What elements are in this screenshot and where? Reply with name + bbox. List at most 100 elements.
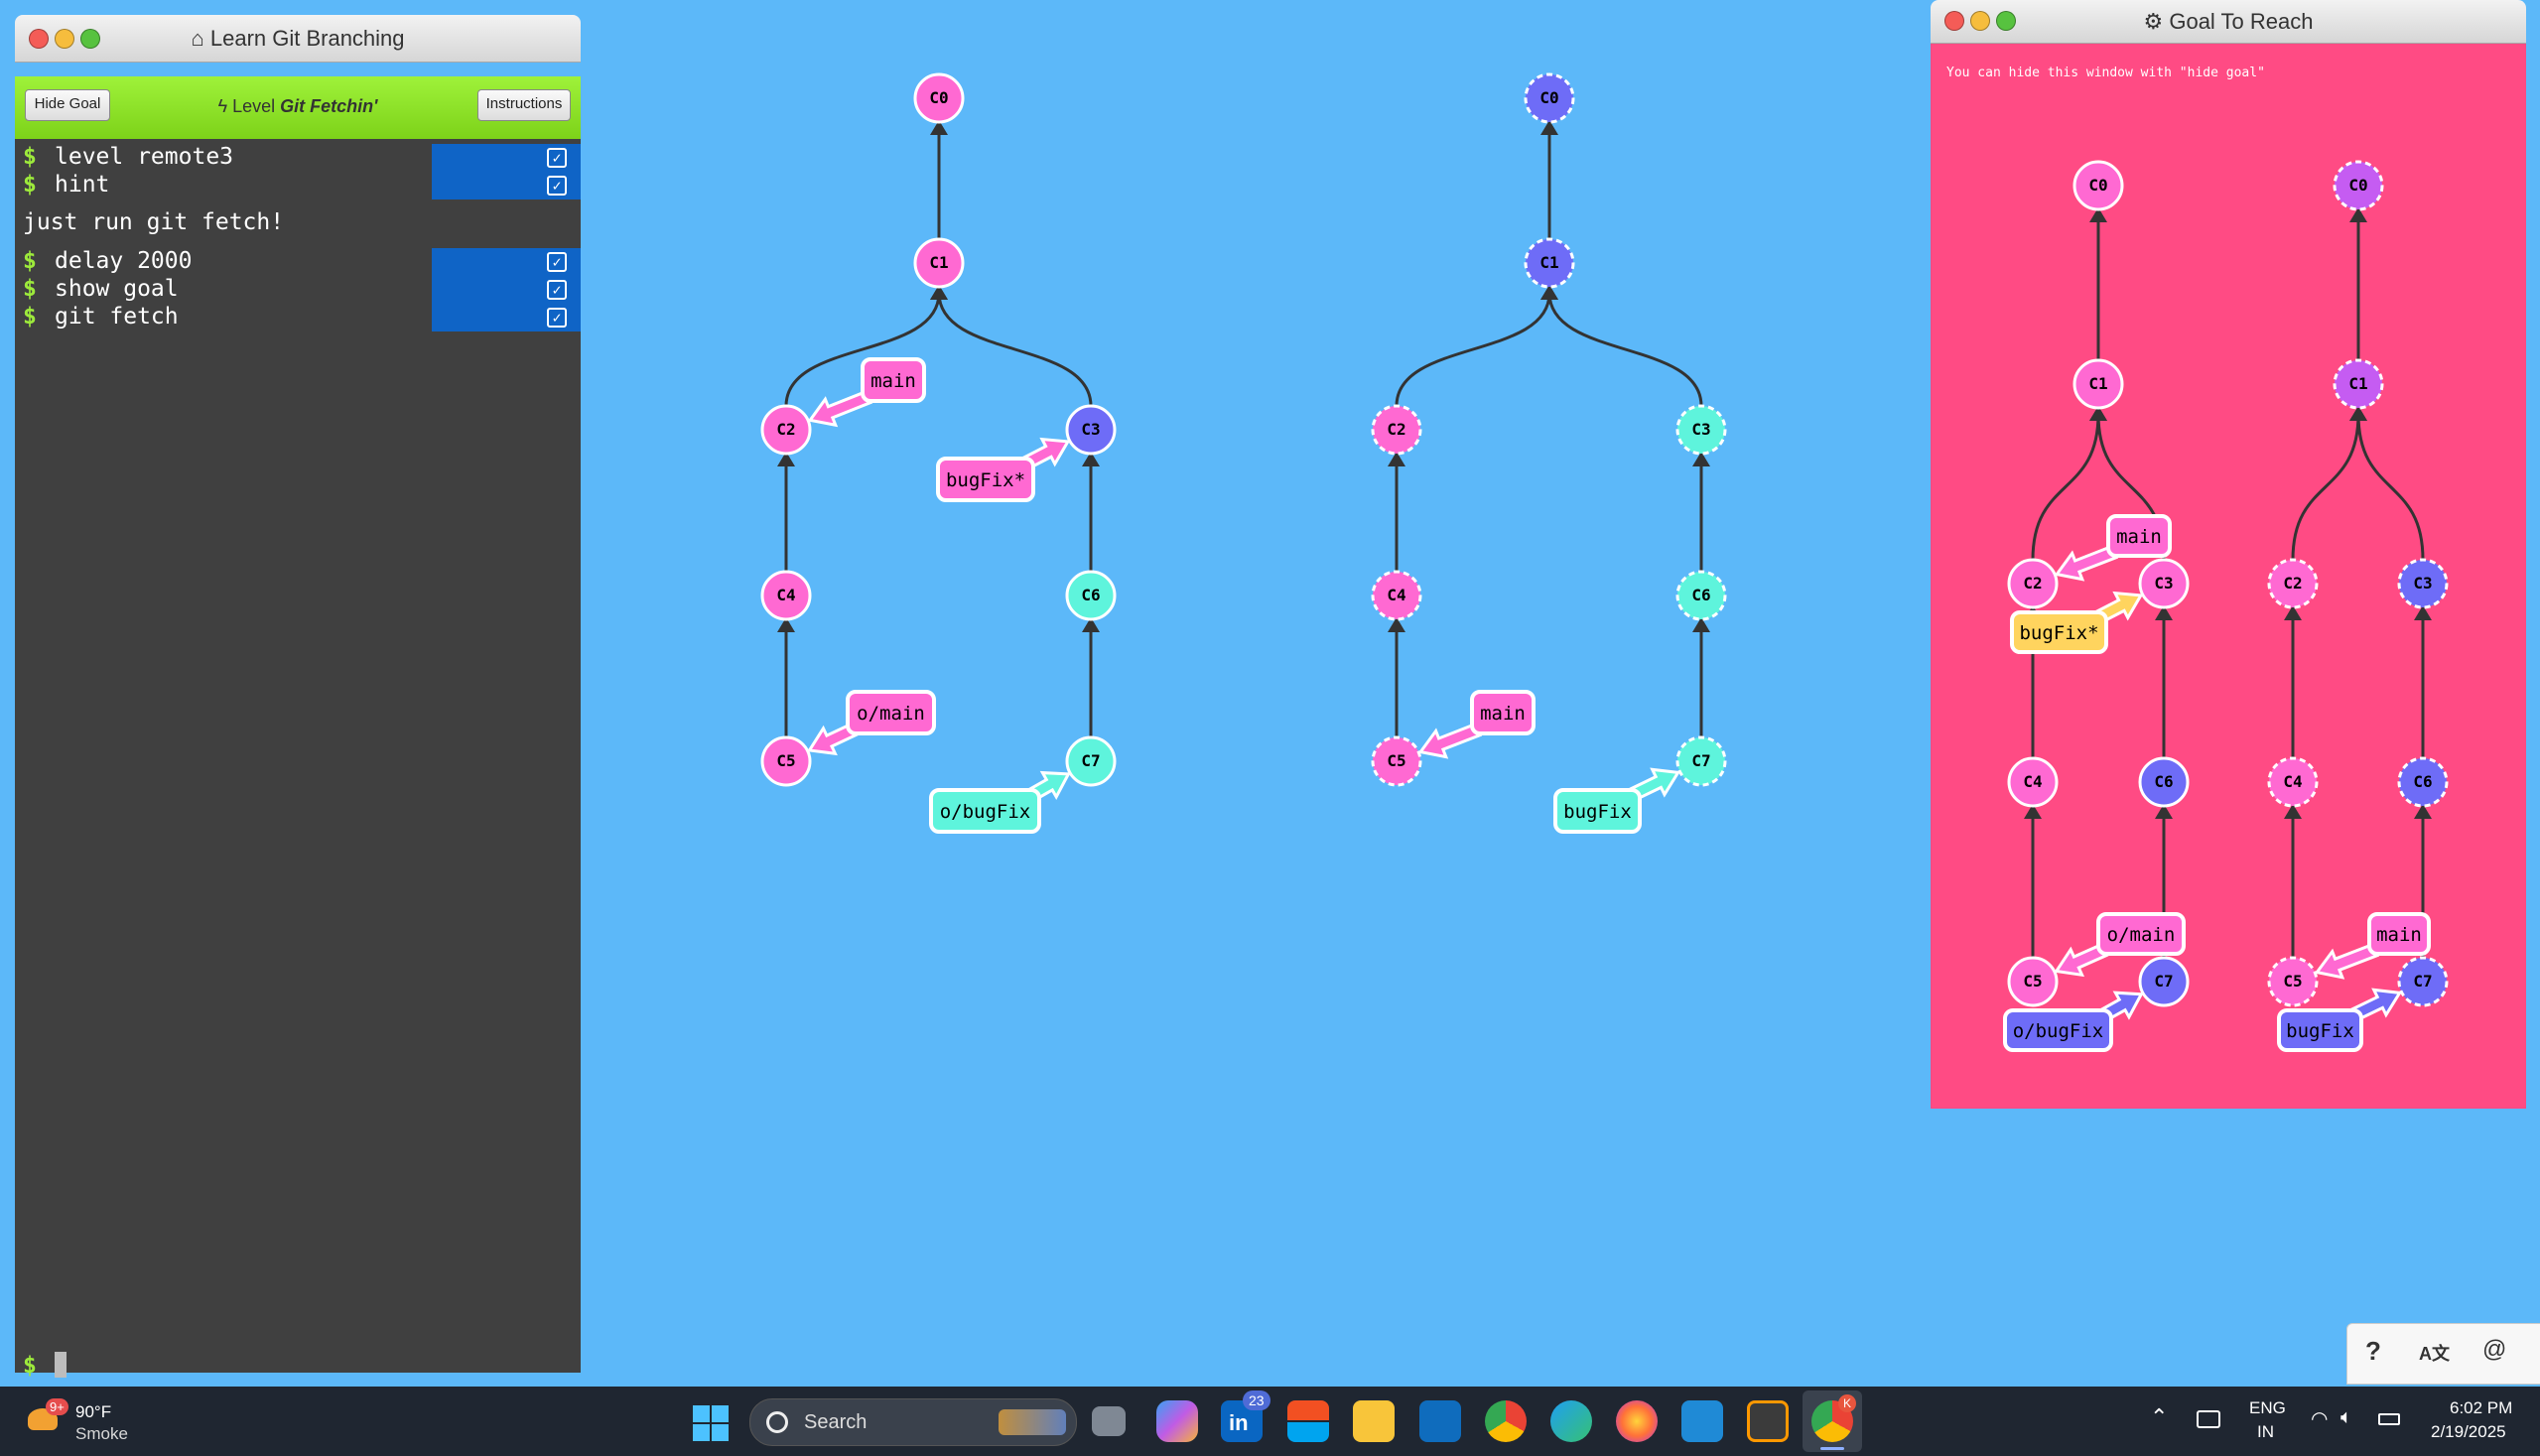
firefox-icon[interactable] <box>1616 1400 1658 1442</box>
goal-minimize-button[interactable] <box>1970 11 1990 31</box>
file-explorer-icon[interactable] <box>1353 1400 1395 1442</box>
prompt-symbol: $ <box>23 248 37 274</box>
minimize-button[interactable] <box>55 29 74 49</box>
branch-label-box <box>861 357 926 403</box>
level-name: Git Fetchin' <box>280 96 378 116</box>
branch-label: o/main <box>857 703 925 725</box>
close-button[interactable] <box>29 29 49 49</box>
windows-start-icon[interactable] <box>693 1405 729 1441</box>
branch-pointer-arrow-icon <box>1027 770 1071 802</box>
commit-id: C5 <box>1387 751 1405 770</box>
git-visualization: main bugFix* o/main o/bugFix C0 C1 C2 C3 C4 C6 C5 C… <box>760 72 1727 834</box>
terminal[interactable]: $ level remote3 ✓ $ hint ✓ just run git fetch… <box>15 139 581 1379</box>
goal-window-titlebar[interactable]: ⚙ Goal To Reach <box>1931 0 2526 44</box>
commit-id: C3 <box>1691 420 1710 439</box>
search-box[interactable]: Search <box>749 1398 1077 1446</box>
language-indicator-top[interactable]: ENG <box>2249 1398 2286 1417</box>
commit-node[interactable] <box>1371 735 1422 787</box>
search-placeholder: Search <box>804 1411 868 1433</box>
clock-date[interactable]: 2/19/2025 <box>2431 1422 2506 1441</box>
taskbar: 9+ 90°F Smoke Search in 23 K ⌃ ENG IN ◠ … <box>0 1387 2540 1456</box>
commit-id: C0 <box>929 88 948 107</box>
branch-pointer-arrow-icon <box>1022 437 1071 470</box>
store-icon[interactable] <box>1287 1400 1329 1442</box>
commit-id: C4 <box>1387 586 1405 604</box>
branch-label-box <box>1470 690 1536 735</box>
commit-node[interactable] <box>760 570 812 621</box>
commit-edge <box>1395 292 1551 407</box>
commit-node[interactable] <box>1065 570 1117 621</box>
copilot-icon[interactable] <box>1156 1400 1198 1442</box>
clock-time[interactable]: 6:02 PM <box>2450 1398 2513 1417</box>
commit-node[interactable] <box>760 735 812 787</box>
command-entry: $ level remote3 ✓ <box>15 144 581 172</box>
commit-node[interactable] <box>1524 237 1575 289</box>
show-hidden-icons-icon[interactable]: ⌃ <box>2150 1404 2169 1429</box>
volume-muted-icon[interactable]: 🔈︎ <box>2340 1406 2352 1428</box>
commit-node[interactable] <box>913 237 965 289</box>
prompt-symbol: $ <box>23 304 37 330</box>
hide-goal-button[interactable]: Hide Goal <box>25 89 110 121</box>
commit-id: C7 <box>1691 751 1710 770</box>
command-entry: $ hint ✓ <box>15 172 581 199</box>
battery-icon[interactable] <box>2378 1413 2400 1425</box>
task-view-icon[interactable] <box>1092 1406 1126 1436</box>
commit-id: C2 <box>1387 420 1405 439</box>
tablet-mode-icon[interactable] <box>2197 1410 2220 1428</box>
commit-node[interactable] <box>1065 735 1117 787</box>
commit-id: C7 <box>1081 751 1100 770</box>
command-status: ✓ <box>432 304 581 331</box>
help-button[interactable]: ? <box>2365 1336 2381 1366</box>
linkedin-icon[interactable]: in 23 <box>1221 1390 1270 1442</box>
branch-label-box <box>936 457 1035 502</box>
command-text: level remote3 <box>55 144 234 170</box>
weather-widget[interactable]: 9+ 90°F Smoke <box>22 1396 151 1446</box>
commit-node[interactable] <box>1675 404 1727 456</box>
language-button[interactable]: A文 <box>2419 1344 2450 1364</box>
commit-node[interactable] <box>760 404 812 456</box>
commit-node[interactable] <box>1675 570 1727 621</box>
chrome-icon[interactable] <box>1485 1400 1527 1442</box>
goal-window-title: ⚙ Goal To Reach <box>2143 9 2314 34</box>
edge-arrow-icon <box>1692 452 1710 466</box>
level-toolbar: Hide Goal ϟ Level Git Fetchin' Instructi… <box>15 76 581 139</box>
language-indicator-bottom[interactable]: IN <box>2257 1422 2274 1441</box>
command-text: hint <box>55 172 110 198</box>
sublime-text-icon[interactable] <box>1747 1400 1789 1442</box>
commit-edge <box>937 292 1093 407</box>
commit-id: C2 <box>776 420 795 439</box>
commit-node[interactable] <box>913 72 965 124</box>
wifi-icon[interactable]: ◠ <box>2311 1408 2329 1430</box>
terminal-cursor <box>54 1352 67 1378</box>
branch-label-box <box>1553 788 1642 834</box>
chrome-profile-badge: K <box>1838 1394 1856 1412</box>
prompt-symbol: $ <box>23 144 37 170</box>
vscode-icon[interactable] <box>1681 1400 1723 1442</box>
commit-node[interactable] <box>1065 404 1117 456</box>
commit-id: C3 <box>1081 420 1100 439</box>
checkbox-icon: ✓ <box>547 148 567 168</box>
instructions-button[interactable]: Instructions <box>477 89 571 121</box>
chrome-profile-active[interactable]: K <box>1803 1390 1862 1452</box>
commit-node[interactable] <box>1371 404 1422 456</box>
edge-arrow-icon <box>1692 617 1710 632</box>
commit-id: C0 <box>1539 88 1558 107</box>
command-window-titlebar[interactable]: ⌂ Learn Git Branching <box>15 15 581 63</box>
commit-node[interactable] <box>1675 735 1727 787</box>
commit-id: C6 <box>1081 586 1100 604</box>
branch-label-box <box>846 690 936 735</box>
prompt-symbol: $ <box>23 276 37 302</box>
goal-close-button[interactable] <box>1944 11 1964 31</box>
command-status: ✓ <box>432 248 581 276</box>
threads-icon[interactable]: @ <box>2482 1336 2507 1363</box>
edge-icon[interactable] <box>1550 1400 1592 1442</box>
branch-pointer-arrow-icon <box>1417 722 1483 759</box>
commit-node[interactable] <box>1524 72 1575 124</box>
terminal-prompt[interactable]: $ <box>23 1352 67 1379</box>
maximize-button[interactable] <box>80 29 100 49</box>
checkbox-icon: ✓ <box>547 176 567 196</box>
command-window: ⌂ Learn Git Branching Hide Goal ϟ Level … <box>15 15 581 1379</box>
commit-node[interactable] <box>1371 570 1422 621</box>
goal-maximize-button[interactable] <box>1996 11 2016 31</box>
outlook-icon[interactable] <box>1419 1400 1461 1442</box>
